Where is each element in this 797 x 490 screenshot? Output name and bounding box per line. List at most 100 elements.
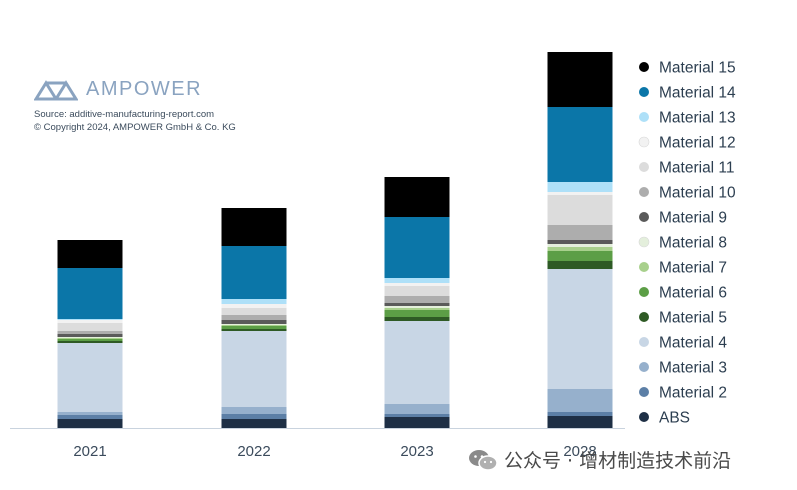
legend-marker-material-14 xyxy=(639,87,649,97)
legend-marker-abs xyxy=(639,412,649,422)
bar-segment-2021-material-11 xyxy=(57,323,123,331)
bar-segment-2022-material-9 xyxy=(221,320,287,324)
bar-segment-2023-material-9 xyxy=(384,303,450,306)
bar-segment-2021-material-13 xyxy=(57,319,123,320)
bar-segment-2022-material-15 xyxy=(221,208,287,246)
bar-segment-2022-material-8 xyxy=(221,324,287,325)
bar-segment-2028-material-13 xyxy=(547,182,613,192)
legend-label-material-6: Material 6 xyxy=(659,285,727,302)
bar-segment-2021-material-14 xyxy=(57,268,123,319)
bar-segment-2023-abs xyxy=(384,417,450,428)
bar-segment-2023-material-2 xyxy=(384,414,450,417)
legend-label-material-2: Material 2 xyxy=(659,385,727,402)
x-tick-label-2022: 2022 xyxy=(237,443,270,460)
legend-marker-material-2 xyxy=(639,387,649,397)
bar-segment-2022-material-10 xyxy=(221,315,287,320)
bar-segment-2021-material-4 xyxy=(57,343,123,412)
bar-segment-2021-material-9 xyxy=(57,334,123,337)
bar-segment-2028-material-6 xyxy=(547,251,613,261)
legend-label-material-13: Material 13 xyxy=(659,110,736,127)
legend-label-material-8: Material 8 xyxy=(659,235,727,252)
x-tick-label-2023: 2023 xyxy=(400,443,433,460)
bar-segment-2021-abs xyxy=(57,419,123,428)
legend-marker-material-7 xyxy=(639,262,649,272)
bar-segment-2028-material-11 xyxy=(547,195,613,225)
bar-segment-2023-material-6 xyxy=(384,310,450,317)
legend-label-material-14: Material 14 xyxy=(659,85,736,102)
bar-segment-2028-material-3 xyxy=(547,389,613,412)
ampower-logo-icon xyxy=(34,79,78,100)
legend-label-material-5: Material 5 xyxy=(659,310,727,327)
bar-segment-2021-material-10 xyxy=(57,331,123,334)
legend: Material 15 Material 14 Material 13 Materia… xyxy=(638,60,736,427)
bar-segment-2028-material-8 xyxy=(547,244,613,247)
bar-segment-2021-material-6 xyxy=(57,339,123,341)
bar-segment-2023-material-8 xyxy=(384,306,450,308)
bar-segment-2023-material-12 xyxy=(384,283,450,286)
x-tick-label-2028: 2028 xyxy=(563,443,596,460)
bar-segment-2028-abs xyxy=(547,416,613,428)
legend-marker-material-10 xyxy=(639,187,649,197)
legend-marker-material-8 xyxy=(638,236,650,248)
bar-segment-2022-material-5 xyxy=(221,329,287,331)
source-text: Source: additive-manufacturing-report.co… xyxy=(34,109,215,120)
bar-segment-2021-material-5 xyxy=(57,341,123,343)
bar-segment-2023-material-14 xyxy=(384,217,450,278)
bar-segment-2022-abs xyxy=(221,419,287,428)
bar-segment-2021-material-12 xyxy=(57,320,123,323)
copyright-text: © Copyright 2024, AMPOWER GmbH & Co. KG xyxy=(34,121,236,133)
wechat-icon xyxy=(469,449,498,471)
bar-segment-2028-material-4 xyxy=(547,269,613,389)
legend-label-material-7: Material 7 xyxy=(659,260,727,277)
legend-label-material-3: Material 3 xyxy=(659,360,727,377)
legend-marker-material-11 xyxy=(639,162,649,172)
legend-marker-material-12 xyxy=(638,136,650,148)
bar-segment-2023-material-10 xyxy=(384,296,450,303)
bar-segment-2028-material-10 xyxy=(547,225,613,240)
bar-segment-2023-material-13 xyxy=(384,278,450,283)
bar-segment-2022-material-13 xyxy=(221,299,287,304)
bars-layer xyxy=(57,52,613,428)
bar-segment-2021-material-7 xyxy=(57,338,123,339)
bar-segment-2022-material-11 xyxy=(221,308,287,315)
bar-segment-2023-material-11 xyxy=(384,286,450,296)
bar-segment-2022-material-2 xyxy=(221,414,287,419)
bar-segment-2022-material-14 xyxy=(221,246,287,299)
legend-label-material-12: Material 12 xyxy=(659,135,736,152)
bar-segment-2028-material-7 xyxy=(547,247,613,251)
x-tick-labels: 2021 2022 2023 2028 xyxy=(73,443,596,460)
legend-label-abs: ABS xyxy=(659,410,690,427)
legend-marker-material-13 xyxy=(639,112,649,122)
bar-segment-2028-material-15 xyxy=(547,52,613,107)
legend-label-material-9: Material 9 xyxy=(659,210,727,227)
legend-marker-material-4 xyxy=(639,337,649,347)
bar-segment-2023-material-4 xyxy=(384,321,450,404)
ampower-logo: AMPOWER xyxy=(34,78,202,101)
bar-segment-2028-material-12 xyxy=(547,192,613,195)
bar-segment-2023-material-5 xyxy=(384,317,450,321)
x-tick-label-2021: 2021 xyxy=(73,443,106,460)
bar-segment-2022-material-3 xyxy=(221,407,287,414)
bar-segment-2022-material-12 xyxy=(221,304,287,308)
legend-marker-material-3 xyxy=(639,362,649,372)
bar-segment-2021-material-2 xyxy=(57,415,123,419)
legend-label-material-11: Material 11 xyxy=(659,160,735,177)
bar-segment-2028-material-9 xyxy=(547,240,613,244)
bar-segment-2023-material-7 xyxy=(384,308,450,310)
bar-segment-2021-material-3 xyxy=(57,412,123,415)
bar-segment-2021-material-8 xyxy=(57,337,123,338)
legend-marker-material-15 xyxy=(639,62,649,72)
bar-segment-2023-material-15 xyxy=(384,177,450,217)
bar-segment-2022-material-4 xyxy=(221,331,287,407)
wechat-watermark: 公众号 · 增材制造技术前沿 xyxy=(468,446,731,473)
legend-marker-material-5 xyxy=(639,312,649,322)
bar-segment-2028-material-2 xyxy=(547,412,613,416)
brand-name: AMPOWER xyxy=(86,78,203,100)
bar-segment-2028-material-14 xyxy=(547,107,613,182)
bar-segment-2022-material-6 xyxy=(221,326,287,329)
source-block: Source: additive-manufacturing-report.co… xyxy=(34,109,236,134)
watermark-text: 公众号 · 增材制造技术前沿 xyxy=(504,450,732,472)
legend-marker-material-6 xyxy=(639,287,649,297)
bar-segment-2021-material-15 xyxy=(57,240,123,268)
